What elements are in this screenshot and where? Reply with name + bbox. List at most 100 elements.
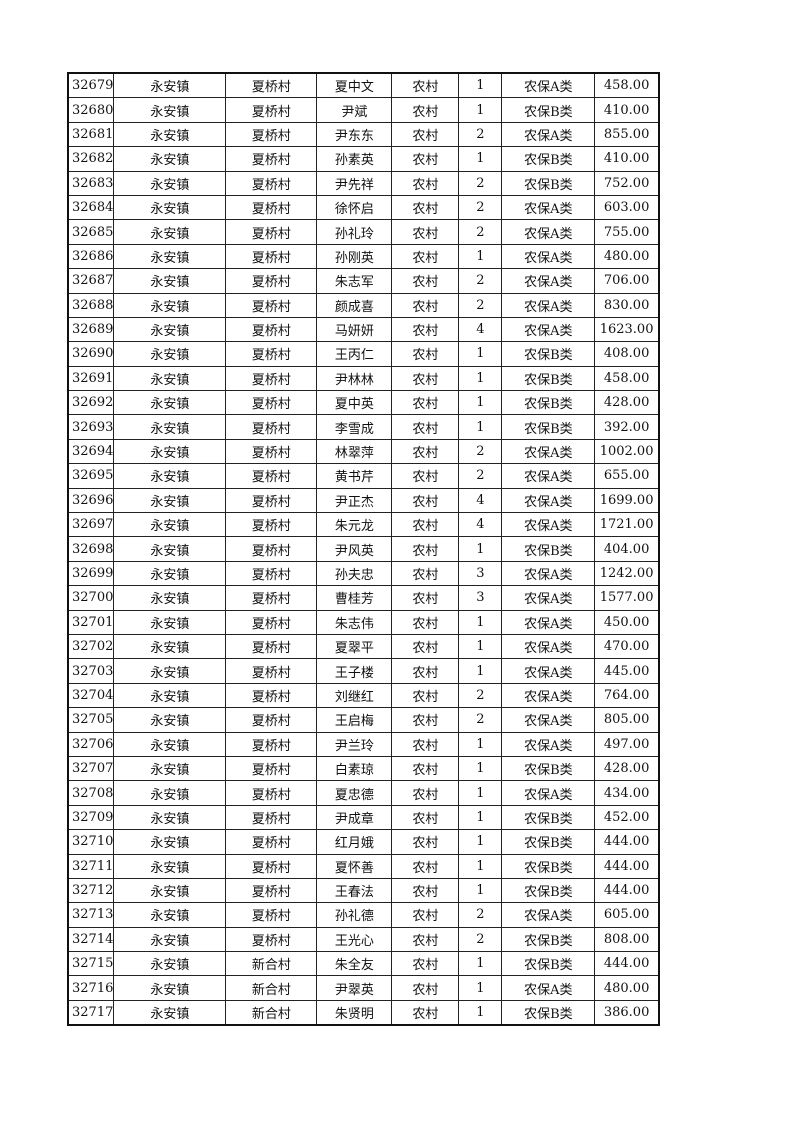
town-cell: 永安镇: [113, 829, 227, 855]
member-count-cell: 2: [458, 463, 503, 489]
village-cell: 夏桥村: [225, 829, 318, 855]
record-id-cell: 32708: [67, 780, 115, 806]
table-row: 32714 永安镇 夏桥村 王光心 农村 2 农保B类 808.00: [67, 926, 660, 953]
town-cell: 永安镇: [113, 682, 227, 709]
amount-cell: 392.00: [594, 414, 660, 440]
record-id-cell: 32715: [67, 951, 115, 977]
member-count-cell: 1: [458, 804, 503, 831]
insurance-category-cell: 农保A类: [501, 609, 596, 635]
record-id-cell: 32693: [67, 414, 115, 440]
person-name-cell: 夏怀善: [316, 853, 393, 879]
person-name-cell: 夏中文: [316, 72, 393, 99]
household-type-cell: 农村: [391, 438, 460, 465]
record-id-cell: 32707: [67, 755, 115, 782]
table-row: 32698 永安镇 夏桥村 尹风英 农村 1 农保B类 404.00: [67, 536, 660, 562]
insurance-category-cell: 农保A类: [501, 316, 596, 343]
town-cell: 永安镇: [113, 804, 227, 831]
amount-cell: 1623.00: [594, 316, 660, 343]
insurance-category-cell: 农保A类: [501, 487, 596, 514]
member-count-cell: 1: [458, 633, 503, 660]
person-name-cell: 朱元龙: [316, 512, 393, 538]
record-id-cell: 32681: [67, 121, 115, 148]
town-cell: 永安镇: [113, 536, 227, 562]
insurance-category-cell: 农保A类: [501, 633, 596, 660]
insurance-category-cell: 农保A类: [501, 902, 596, 928]
table-row: 32708 永安镇 夏桥村 夏忠德 农村 1 农保A类 434.00: [67, 780, 660, 806]
town-cell: 永安镇: [113, 902, 227, 928]
town-cell: 永安镇: [113, 951, 227, 977]
amount-cell: 1699.00: [594, 487, 660, 514]
table-row: 32699 永安镇 夏桥村 孙夫忠 农村 3 农保A类 1242.00: [67, 560, 660, 587]
village-cell: 夏桥村: [225, 780, 318, 806]
amount-cell: 444.00: [594, 853, 660, 879]
household-type-cell: 农村: [391, 731, 460, 757]
insurance-category-cell: 农保B类: [501, 877, 596, 904]
person-name-cell: 孙礼玲: [316, 219, 393, 245]
person-name-cell: 王丙仁: [316, 341, 393, 367]
table-row: 32683 永安镇 夏桥村 尹先祥 农村 2 农保B类 752.00: [67, 170, 660, 196]
member-count-cell: 1: [458, 975, 503, 1001]
table-row: 32695 永安镇 夏桥村 黄书芹 农村 2 农保A类 655.00: [67, 463, 660, 489]
amount-cell: 830.00: [594, 292, 660, 318]
table-row: 32682 永安镇 夏桥村 孙素英 农村 1 农保B类 410.00: [67, 146, 660, 172]
record-id-cell: 32709: [67, 804, 115, 831]
village-cell: 夏桥村: [225, 902, 318, 928]
household-type-cell: 农村: [391, 633, 460, 660]
town-cell: 永安镇: [113, 877, 227, 904]
town-cell: 永安镇: [113, 512, 227, 538]
town-cell: 永安镇: [113, 585, 227, 611]
person-name-cell: 王启梅: [316, 707, 393, 733]
member-count-cell: 1: [458, 72, 503, 99]
record-id-cell: 32688: [67, 292, 115, 318]
village-cell: 夏桥村: [225, 853, 318, 879]
town-cell: 永安镇: [113, 780, 227, 806]
record-id-cell: 32711: [67, 853, 115, 879]
town-cell: 永安镇: [113, 731, 227, 757]
town-cell: 永安镇: [113, 97, 227, 123]
member-count-cell: 1: [458, 658, 503, 684]
village-cell: 夏桥村: [225, 512, 318, 538]
table-row: 32688 永安镇 夏桥村 颜成喜 农村 2 农保A类 830.00: [67, 292, 660, 318]
town-cell: 永安镇: [113, 292, 227, 318]
amount-cell: 605.00: [594, 902, 660, 928]
amount-cell: 386.00: [594, 999, 660, 1026]
person-name-cell: 夏翠平: [316, 633, 393, 660]
member-count-cell: 2: [458, 438, 503, 465]
village-cell: 夏桥村: [225, 731, 318, 757]
town-cell: 永安镇: [113, 268, 227, 294]
village-cell: 夏桥村: [225, 585, 318, 611]
member-count-cell: 1: [458, 609, 503, 635]
village-cell: 夏桥村: [225, 219, 318, 245]
household-type-cell: 农村: [391, 658, 460, 684]
table-row: 32701 永安镇 夏桥村 朱志伟 农村 1 农保A类 450.00: [67, 609, 660, 635]
person-name-cell: 朱志伟: [316, 609, 393, 635]
person-name-cell: 孙刚英: [316, 243, 393, 270]
village-cell: 夏桥村: [225, 194, 318, 221]
village-cell: 夏桥村: [225, 438, 318, 465]
person-name-cell: 刘继红: [316, 682, 393, 709]
village-cell: 夏桥村: [225, 487, 318, 514]
table-row: 32693 永安镇 夏桥村 李雪成 农村 1 农保B类 392.00: [67, 414, 660, 440]
member-count-cell: 1: [458, 877, 503, 904]
household-type-cell: 农村: [391, 877, 460, 904]
village-cell: 夏桥村: [225, 121, 318, 148]
insurance-category-cell: 农保A类: [501, 194, 596, 221]
insurance-category-cell: 农保B类: [501, 926, 596, 953]
record-id-cell: 32684: [67, 194, 115, 221]
insurance-category-cell: 农保A类: [501, 219, 596, 245]
person-name-cell: 马妍妍: [316, 316, 393, 343]
record-id-cell: 32686: [67, 243, 115, 270]
member-count-cell: 1: [458, 780, 503, 806]
table-row: 32705 永安镇 夏桥村 王启梅 农村 2 农保A类 805.00: [67, 707, 660, 733]
insurance-category-cell: 农保B类: [501, 536, 596, 562]
record-id-cell: 32713: [67, 902, 115, 928]
amount-cell: 428.00: [594, 390, 660, 416]
household-type-cell: 农村: [391, 926, 460, 953]
household-type-cell: 农村: [391, 194, 460, 221]
household-type-cell: 农村: [391, 853, 460, 879]
person-name-cell: 王春法: [316, 877, 393, 904]
record-id-cell: 32685: [67, 219, 115, 245]
amount-cell: 470.00: [594, 633, 660, 660]
village-cell: 夏桥村: [225, 463, 318, 489]
table-row: 32707 永安镇 夏桥村 白素琼 农村 1 农保B类 428.00: [67, 755, 660, 782]
